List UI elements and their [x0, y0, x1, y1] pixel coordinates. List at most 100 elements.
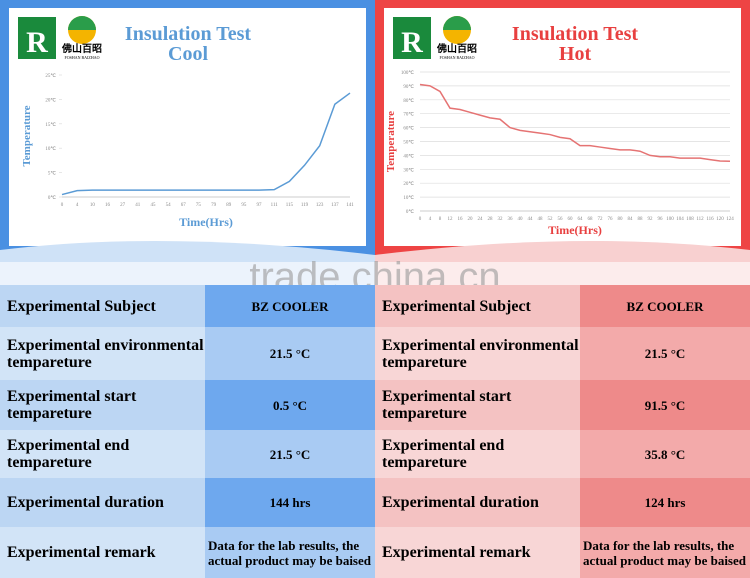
y-tick-label: 50℃ — [403, 140, 414, 146]
chart-title: Cool — [168, 43, 208, 65]
logo: R 佛山百昭 FOSHAN BAIZHAO — [393, 16, 477, 60]
table-row: Experimental start tempareture 91.5 °C — [375, 380, 750, 430]
y-tick-label: 5℃ — [48, 171, 57, 177]
hot-panel — [384, 8, 741, 246]
x-tick-label: 79 — [211, 203, 217, 208]
x-tick-label: 112 — [696, 217, 704, 222]
y-tick-label: 20℃ — [403, 181, 414, 187]
x-tick-label: 16 — [458, 217, 464, 222]
label-cell: Experimental start tempareture — [375, 380, 580, 430]
table-row: Experimental environmental tempareture 21… — [375, 327, 750, 380]
cool-table: Experimental Subject BZ COOLER Experimenta… — [0, 285, 375, 578]
x-tick-label: 120 — [716, 217, 724, 222]
table-row: Experimental start tempareture 0.5 °C — [0, 380, 375, 430]
x-tick-label: 116 — [706, 217, 714, 222]
x-tick-label: 124 — [726, 217, 734, 222]
value-cell: 0.5 °C — [205, 380, 375, 430]
x-tick-label: 67 — [181, 203, 187, 208]
value-cell: BZ COOLER — [205, 285, 375, 327]
value-cell: Data for the lab results, the actual pro… — [580, 527, 750, 578]
x-tick-label: 4 — [76, 203, 79, 208]
x-tick-label: 115 — [286, 203, 294, 208]
y-tick-label: 10℃ — [45, 146, 56, 152]
value-cell: Data for the lab results, the actual pro… — [205, 527, 375, 578]
band — [0, 262, 750, 285]
x-tick-label: 137 — [331, 203, 339, 208]
x-tick-label: 95 — [241, 203, 247, 208]
svg-text:R: R — [401, 26, 423, 59]
svg-text:R: R — [26, 26, 48, 59]
label-cell: Experimental environmental tempareture — [375, 327, 580, 380]
x-tick-label: 119 — [301, 203, 309, 208]
y-tick-label: 25℃ — [45, 73, 56, 79]
x-tick-label: 64 — [578, 217, 584, 222]
x-tick-label: 44 — [528, 217, 534, 222]
brand-en: FOSHAN BAIZHAO — [439, 55, 474, 60]
y-tick-label: 90℃ — [403, 84, 414, 90]
label-cell: Experimental start tempareture — [0, 380, 205, 430]
cool-panel — [9, 8, 366, 246]
y-tick-label: 15℃ — [45, 122, 56, 128]
value-cell: 21.5 °C — [580, 327, 750, 380]
table-row: Experimental environmental tempareture 21… — [0, 327, 375, 380]
y-tick-label: 0℃ — [406, 209, 415, 215]
label-cell: Experimental end tempareture — [0, 430, 205, 478]
label-cell: Experimental remark — [375, 527, 580, 578]
x-tick-label: 28 — [488, 217, 494, 222]
y-axis-label: Temperature — [21, 105, 33, 166]
hot-table: Experimental Subject BZ COOLER Experimenta… — [375, 285, 750, 578]
x-tick-label: 0 — [419, 217, 422, 222]
x-tick-label: 52 — [548, 217, 554, 222]
x-tick-label: 141 — [346, 203, 354, 208]
x-tick-label: 76 — [608, 217, 614, 222]
x-tick-label: 68 — [588, 217, 594, 222]
y-tick-label: 80℃ — [403, 98, 414, 104]
chart-title: Insulation Test — [512, 23, 639, 45]
value-cell: BZ COOLER — [580, 285, 750, 327]
line — [61, 92, 351, 196]
y-tick-label: 100℃ — [401, 70, 415, 76]
y-tick-label: 60℃ — [403, 126, 414, 132]
x-tick-label: 54 — [166, 203, 172, 208]
x-tick-label: 12 — [448, 217, 454, 222]
x-tick-label: 96 — [658, 217, 664, 222]
x-tick-label: 108 — [686, 217, 694, 222]
x-tick-label: 48 — [538, 217, 544, 222]
table-row: Experimental duration 144 hrs — [0, 478, 375, 527]
x-tick-label: 111 — [271, 203, 279, 208]
x-tick-label: 88 — [638, 217, 644, 222]
x-tick-label: 0 — [61, 203, 64, 208]
y-tick-label: 10℃ — [403, 195, 414, 201]
x-tick-label: 100 — [666, 217, 674, 222]
x-tick-label: 8 — [439, 217, 442, 222]
y-tick-label: 70℃ — [403, 112, 414, 118]
value-cell: 124 hrs — [580, 478, 750, 527]
label-cell: Experimental duration — [375, 478, 580, 527]
x-tick-label: 10 — [90, 203, 96, 208]
x-tick-label: 32 — [498, 217, 504, 222]
table-row: Experimental end tempareture 35.8 °C — [375, 430, 750, 478]
label-cell: Experimental end tempareture — [375, 430, 580, 478]
y-tick-label: 40℃ — [403, 153, 414, 159]
brand-en: FOSHAN BAIZHAO — [64, 55, 99, 60]
x-tick-label: 75 — [196, 203, 202, 208]
value-cell: 144 hrs — [205, 478, 375, 527]
brand-cn: 佛山百昭 — [61, 42, 102, 55]
x-tick-label: 24 — [478, 217, 484, 222]
table-row: Experimental remark Data for the lab resu… — [375, 527, 750, 578]
y-tick-label: 30℃ — [403, 167, 414, 173]
label-cell: Experimental Subject — [375, 285, 580, 327]
x-tick-label: 4 — [429, 217, 432, 222]
x-tick-label: 27 — [120, 203, 126, 208]
chart-title: Insulation Test — [125, 23, 252, 45]
x-tick-label: 41 — [135, 203, 141, 208]
label-cell: Experimental environmental tempareture — [0, 327, 205, 380]
value-cell: 21.5 °C — [205, 327, 375, 380]
value-cell: 35.8 °C — [580, 430, 750, 478]
table-row: Experimental remark Data for the lab resu… — [0, 527, 375, 578]
x-tick-label: 36 — [508, 217, 514, 222]
y-tick-label: 20℃ — [45, 97, 56, 103]
table-row: Experimental duration 124 hrs — [375, 478, 750, 527]
